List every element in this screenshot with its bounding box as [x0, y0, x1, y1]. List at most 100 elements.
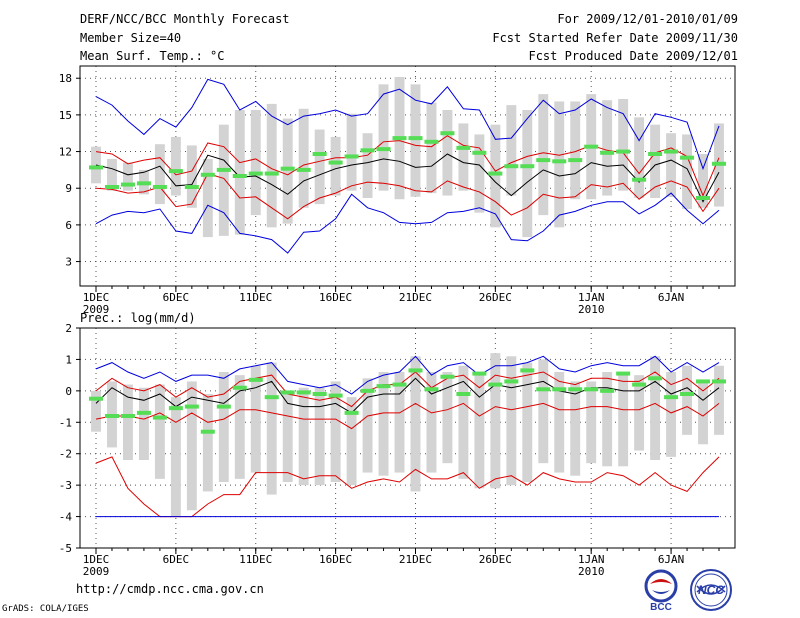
ensemble-box	[314, 387, 325, 486]
ensemble-box	[154, 384, 165, 479]
marker-member_marker	[280, 390, 295, 395]
marker-member_marker	[216, 167, 231, 172]
marker-member_marker	[104, 414, 119, 418]
ensemble-box	[602, 100, 613, 196]
x-tick-sublabel: 2010	[578, 565, 605, 578]
marker-member_marker	[424, 387, 439, 392]
ensemble-box	[714, 365, 724, 435]
ensemble-box	[618, 375, 629, 467]
ensemble-box	[298, 108, 309, 208]
ensemble-box	[458, 123, 469, 191]
y-tick-label: 0	[65, 385, 72, 398]
ensemble-box	[474, 134, 485, 213]
ensemble-box	[474, 372, 485, 489]
ensemble-box	[682, 365, 693, 435]
source-url[interactable]: http://cmdp.ncc.cma.gov.cn	[76, 582, 264, 596]
y-tick-label: -4	[59, 511, 73, 524]
bcc-logo: BCC	[644, 569, 678, 612]
series-line-min	[95, 456, 720, 518]
y-tick-label: -1	[59, 416, 72, 429]
ensemble-box	[410, 84, 421, 197]
y-tick-label: 9	[65, 182, 72, 195]
series-line-p_low	[95, 173, 720, 220]
ensemble-box	[618, 99, 629, 191]
marker-member_marker	[104, 185, 119, 189]
ensemble-box	[650, 356, 661, 460]
ensemble-box	[538, 94, 549, 216]
chart-title: DERF/NCC/BCC Monthly Forecast	[80, 12, 290, 26]
series-line-p_low	[95, 402, 720, 430]
ensemble-box	[170, 136, 181, 196]
series-line-mean	[95, 377, 720, 414]
bcc-logo-text: BCC	[650, 602, 672, 612]
ensemble-box	[634, 117, 645, 198]
series-line-p_high	[95, 135, 720, 197]
marker-member_marker	[296, 390, 311, 395]
ensemble-box	[266, 362, 277, 495]
x-tick-sublabel: 2009	[83, 565, 110, 578]
marker-member_marker	[136, 410, 151, 415]
ensemble-box	[522, 110, 533, 238]
ensemble-box	[330, 381, 341, 482]
marker-member_marker	[536, 387, 551, 392]
series-line-max	[95, 355, 720, 395]
ensemble-box	[682, 134, 693, 209]
marker-member_marker	[89, 396, 103, 401]
ensemble-box	[666, 133, 677, 197]
marker-member_marker	[664, 149, 679, 154]
ensemble-box	[634, 375, 645, 451]
ensemble-box	[122, 384, 133, 460]
ensemble-box	[522, 362, 533, 482]
ensemble-box	[91, 390, 101, 432]
ensemble-box	[362, 133, 373, 198]
marker-member_marker	[520, 368, 535, 373]
ensemble-box	[378, 84, 389, 191]
ensemble-box	[554, 372, 565, 473]
marker-member_marker	[264, 171, 279, 176]
grads-credit: GrADS: COLA/IGES	[2, 604, 89, 614]
marker-member_marker	[408, 368, 423, 373]
ensemble-box	[122, 162, 133, 191]
marker-member_marker	[600, 388, 615, 393]
marker-member_marker	[152, 185, 167, 189]
ensemble-box	[362, 378, 373, 473]
ensemble-box	[378, 372, 389, 476]
marker-member_marker	[408, 136, 423, 141]
ensemble-box	[650, 124, 661, 198]
marker-member_marker	[504, 164, 519, 169]
ensemble-box	[107, 158, 117, 191]
ensemble-box	[330, 136, 341, 196]
x-tick-sublabel: 2010	[578, 303, 605, 316]
x-tick-label: 6DEC	[163, 553, 190, 566]
ensemble-box	[570, 381, 581, 476]
marker-member_marker	[360, 388, 375, 393]
marker-member_marker	[344, 154, 359, 159]
marker-member_marker	[200, 172, 215, 177]
ensemble-box	[506, 105, 517, 196]
x-tick-label: 1DEC	[83, 291, 110, 304]
variable-label: Mean Surf. Temp.: °C	[80, 49, 225, 63]
ncc-logo-text: NCC	[698, 583, 724, 597]
ensemble-box	[154, 144, 165, 205]
marker-member_marker	[584, 144, 599, 149]
marker-member_marker	[296, 167, 311, 172]
ensemble-box	[410, 356, 421, 492]
marker-member_marker	[424, 139, 439, 144]
ncc-logo: NCC	[690, 569, 732, 611]
marker-member_marker	[632, 382, 647, 387]
marker-member_marker	[536, 158, 551, 163]
marker-member_marker	[552, 387, 567, 392]
marker-member_marker	[712, 161, 726, 166]
marker-member_marker	[680, 392, 695, 396]
y-tick-label: -2	[59, 448, 72, 461]
marker-member_marker	[472, 371, 487, 376]
ensemble-box	[202, 394, 213, 492]
forecast-period: For 2009/12/01-2010/01/09	[557, 12, 738, 26]
marker-member_marker	[456, 392, 471, 396]
ensemble-box	[426, 102, 437, 194]
precip-panel-label: Prec.: log(mm/d)	[80, 311, 196, 325]
marker-member_marker	[520, 164, 535, 169]
marker-member_marker	[184, 404, 199, 409]
marker-member_marker	[328, 393, 343, 398]
